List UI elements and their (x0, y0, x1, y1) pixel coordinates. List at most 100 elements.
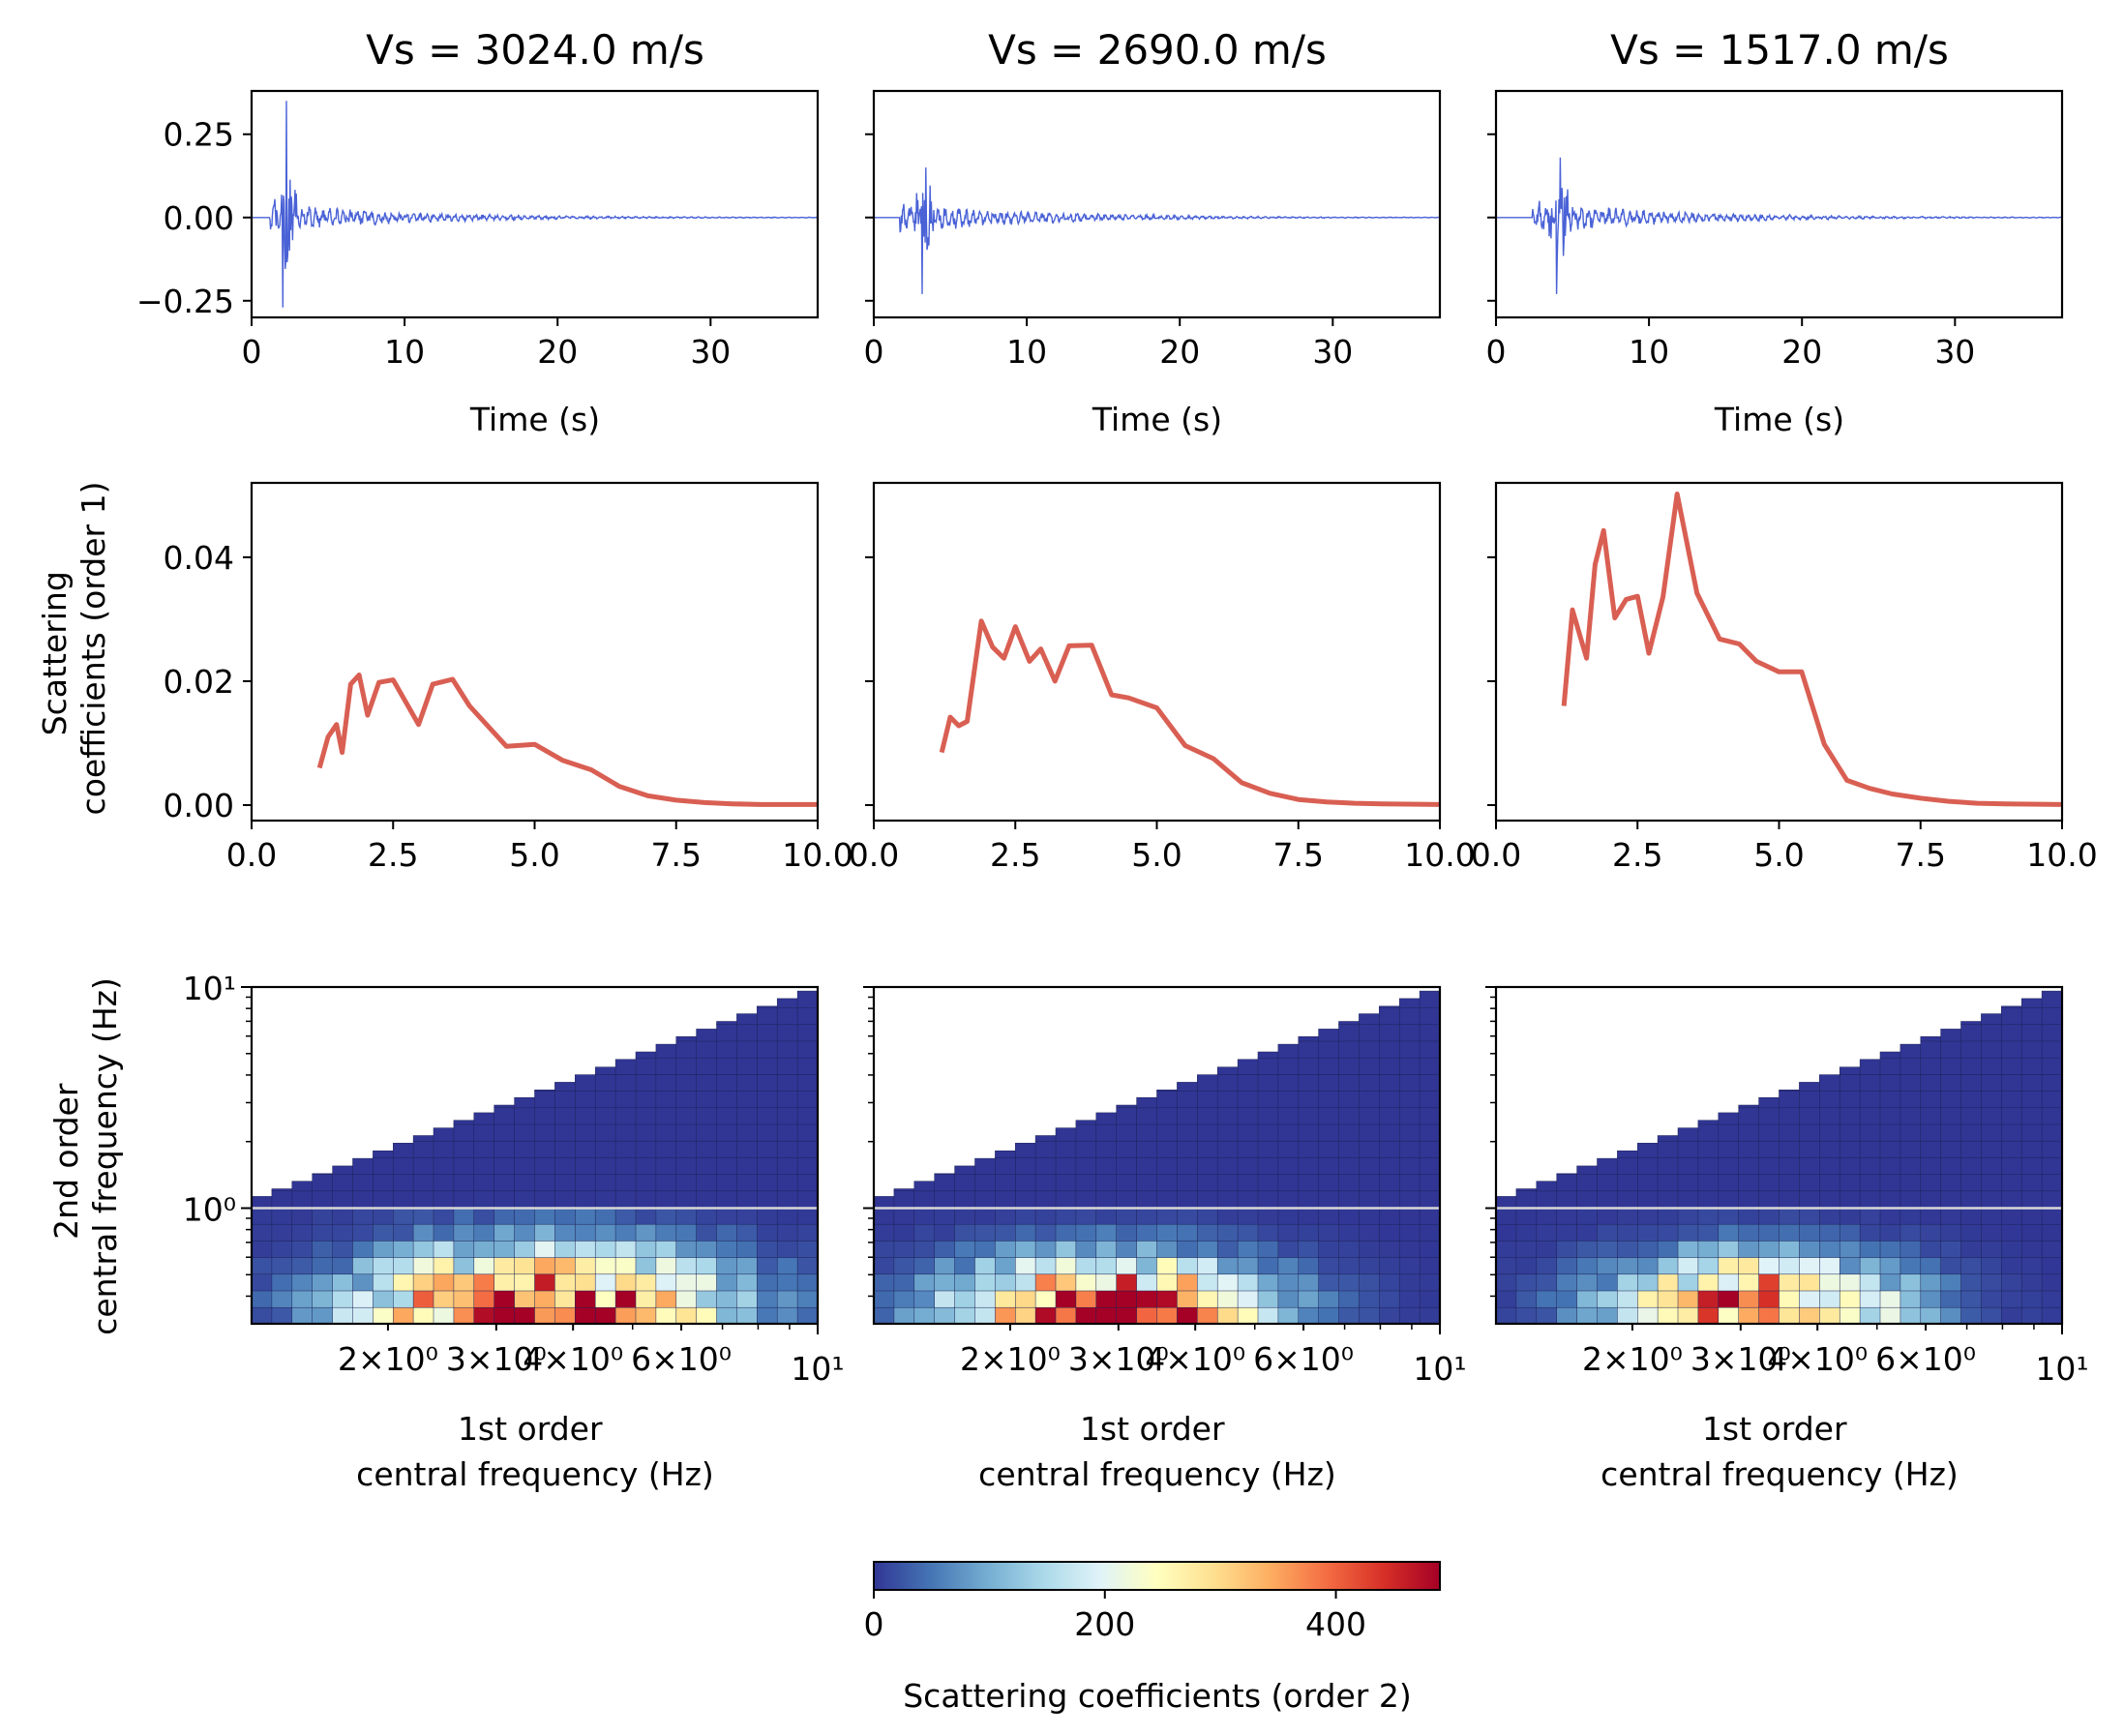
heatmap-cell (1359, 1140, 1380, 1158)
heatmap-cell (675, 1156, 698, 1175)
y-tick-label: −0.25 (136, 283, 234, 320)
heatmap-cell (534, 1223, 556, 1242)
heatmap-cell (1617, 1173, 1638, 1192)
heatmap-cell (1197, 1207, 1218, 1225)
heatmap-cell (1318, 1273, 1340, 1292)
heatmap-cell (1779, 1240, 1801, 1258)
heatmap-cell (1738, 1107, 1760, 1125)
heatmap-cell (1940, 1173, 1962, 1192)
heatmap-cell (1637, 1190, 1659, 1209)
heatmap-cell (1419, 1173, 1441, 1192)
heatmap-cell (1257, 1156, 1279, 1175)
heatmap-cell (635, 1073, 657, 1092)
heatmap-cell (514, 1240, 536, 1258)
heatmap-cell (1419, 1256, 1441, 1275)
heatmap-cell (1515, 1273, 1538, 1292)
heatmap-cell (1940, 1207, 1962, 1225)
heatmap-cell (1359, 1107, 1380, 1125)
heatmap-cell (796, 1306, 819, 1325)
heatmap-cell (1398, 1073, 1421, 1092)
waveform-panel-1: 0 10 20 30 0.25 0.00 −0.25 (136, 89, 820, 371)
heatmap-cell (1277, 1223, 1300, 1242)
heatmap-cell (1819, 1090, 1840, 1109)
heatmap-cell (1597, 1173, 1619, 1192)
heatmap-cell (1940, 1223, 1962, 1242)
heatmap-cell (1960, 1207, 1983, 1225)
heatmap-cell (1277, 1123, 1300, 1142)
heatmap-cell (696, 1029, 718, 1042)
heatmap-cell (1697, 1207, 1720, 1225)
heatmap-cell (1960, 1107, 1983, 1125)
heatmap-cell (1318, 1057, 1340, 1075)
heatmap-cell (696, 1240, 718, 1258)
heatmap-cell (2041, 1024, 2063, 1042)
heatmap-cell (736, 1173, 758, 1192)
heatmap-cell (696, 1173, 718, 1192)
heatmap-cell (2020, 1024, 2043, 1042)
colorbar-gradient (873, 1561, 1441, 1591)
heatmap-cell (1237, 1090, 1259, 1109)
heatmap-cell (614, 1290, 637, 1308)
heatmap-cell (1879, 1073, 1901, 1092)
heatmap-cell (1379, 1240, 1400, 1258)
heatmap-cell (736, 1013, 758, 1026)
heatmap-cell (757, 1057, 778, 1075)
x-tick-label: 30 (1312, 333, 1353, 371)
heatmap-cell (251, 1306, 273, 1325)
heatmap-cell (1718, 1256, 1740, 1275)
heatmap-cell (1379, 1123, 1400, 1142)
heatmap-cell (1576, 1165, 1599, 1175)
xlabel-order2-3-line1: 1st order (1702, 1410, 1847, 1448)
heatmap-cell (1718, 1240, 1740, 1258)
x-tick-label: 4×10⁰ (1145, 1340, 1245, 1378)
heatmap-cell (1318, 1290, 1340, 1308)
heatmap-cell (757, 1123, 778, 1142)
heatmap-cell (271, 1223, 293, 1242)
heatmap-cell (1156, 1156, 1179, 1175)
heatmap-cell (757, 1223, 778, 1242)
heatmap-cell (1398, 1273, 1421, 1292)
heatmap-cell (1556, 1190, 1578, 1209)
heatmap-cell (995, 1306, 1016, 1325)
x-tick-label: 4×10⁰ (523, 1340, 623, 1378)
heatmap-cell (1055, 1190, 1077, 1209)
heatmap-cell (1277, 1190, 1300, 1209)
heatmap-cell (1419, 1273, 1441, 1292)
heatmap-cell (757, 1006, 778, 1026)
heatmap-cell (473, 1123, 495, 1142)
heatmap-cell (1597, 1240, 1619, 1258)
heatmap-cell (873, 1306, 895, 1325)
axes-frame (1494, 985, 2064, 1326)
heatmap-cell (1338, 1123, 1361, 1142)
heatmap-cell (1940, 1107, 1962, 1125)
heatmap-cell (2041, 1223, 2063, 1242)
heatmap-cell (2001, 1040, 2022, 1059)
heatmap-cell (554, 1273, 576, 1292)
heatmap-cell (1075, 1120, 1097, 1125)
heatmap-cell (1981, 1290, 2002, 1308)
heatmap-cell (1637, 1256, 1659, 1275)
heatmap-cell (635, 1156, 657, 1175)
heatmap-cell (757, 1107, 778, 1125)
x-tick-label: 10¹ (1413, 1350, 1466, 1388)
heatmap-cell (1095, 1256, 1118, 1275)
heatmap-cell (1177, 1223, 1198, 1242)
heatmap-cell (1920, 1073, 1942, 1092)
heatmap-cell (473, 1306, 495, 1325)
heatmap-cell (1799, 1207, 1820, 1225)
heatmap-cell (635, 1273, 657, 1292)
heatmap-cell (696, 1123, 718, 1142)
heatmap-cell (332, 1273, 354, 1292)
heatmap-cell (1597, 1207, 1619, 1225)
heatmap-cell (696, 1223, 718, 1242)
heatmap-cell (796, 1190, 819, 1209)
heatmap-cell (1257, 1190, 1279, 1209)
heatmap-cell (1075, 1290, 1097, 1308)
heatmap-cell (1237, 1156, 1259, 1175)
heatmap-cell (1237, 1223, 1259, 1242)
heatmap-cell (2020, 1240, 2043, 1258)
heatmap-cell (716, 1240, 738, 1258)
heatmap-cell (1940, 1140, 1962, 1158)
heatmap-cell (1116, 1256, 1138, 1275)
